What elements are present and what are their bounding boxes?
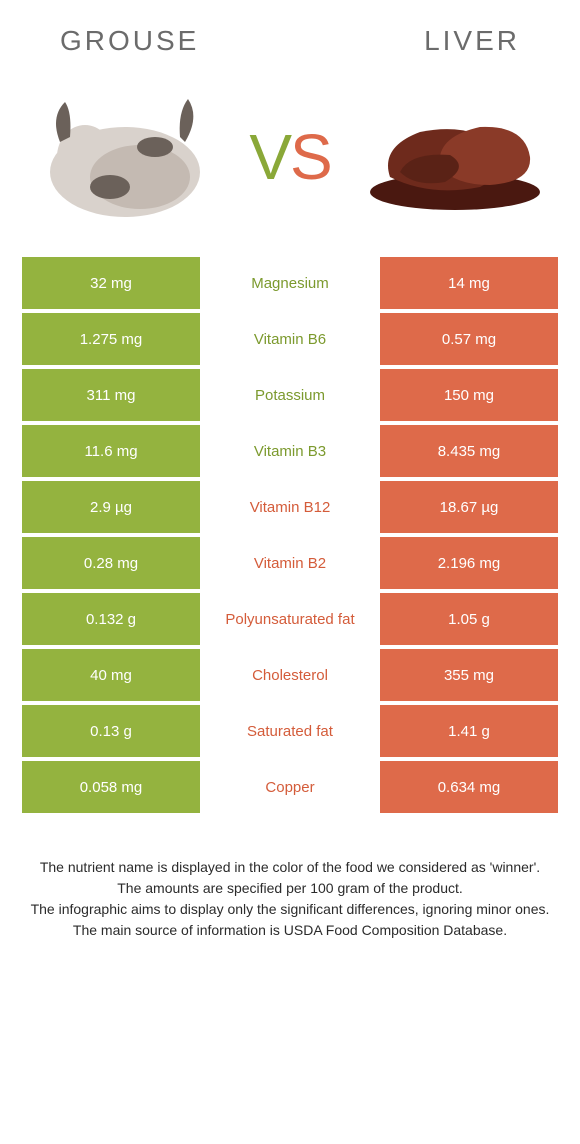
footer-notes: The nutrient name is displayed in the co…	[0, 817, 580, 941]
value-left: 311 mg	[22, 369, 200, 421]
nutrient-name: Vitamin B2	[200, 537, 380, 589]
value-right: 1.05 g	[380, 593, 558, 645]
value-left: 0.13 g	[22, 705, 200, 757]
value-right: 1.41 g	[380, 705, 558, 757]
value-right: 18.67 µg	[380, 481, 558, 533]
value-right: 0.57 mg	[380, 313, 558, 365]
footer-line-2: The amounts are specified per 100 gram o…	[30, 878, 550, 899]
nutrient-name: Polyunsaturated fat	[200, 593, 380, 645]
vs-v: V	[249, 121, 290, 193]
title-right: LIVER	[424, 25, 520, 57]
value-left: 0.132 g	[22, 593, 200, 645]
value-right: 0.634 mg	[380, 761, 558, 813]
value-right: 8.435 mg	[380, 425, 558, 477]
nutrient-name: Vitamin B12	[200, 481, 380, 533]
value-left: 0.28 mg	[22, 537, 200, 589]
value-left: 32 mg	[22, 257, 200, 309]
vs-s: S	[290, 121, 331, 193]
hero: VS	[0, 67, 580, 257]
vs-label: VS	[249, 120, 330, 194]
table-row: 32 mgMagnesium14 mg	[22, 257, 558, 313]
nutrient-name: Saturated fat	[200, 705, 380, 757]
title-left: GROUSE	[60, 25, 199, 57]
value-left: 2.9 µg	[22, 481, 200, 533]
nutrient-name: Magnesium	[200, 257, 380, 309]
footer-line-1: The nutrient name is displayed in the co…	[30, 857, 550, 878]
table-row: 0.132 gPolyunsaturated fat1.05 g	[22, 593, 558, 649]
value-right: 2.196 mg	[380, 537, 558, 589]
nutrient-name: Cholesterol	[200, 649, 380, 701]
table-row: 0.28 mgVitamin B22.196 mg	[22, 537, 558, 593]
footer-line-3: The infographic aims to display only the…	[30, 899, 550, 920]
value-left: 1.275 mg	[22, 313, 200, 365]
comparison-table: 32 mgMagnesium14 mg1.275 mgVitamin B60.5…	[0, 257, 580, 817]
value-right: 14 mg	[380, 257, 558, 309]
table-row: 2.9 µgVitamin B1218.67 µg	[22, 481, 558, 537]
table-row: 0.058 mgCopper0.634 mg	[22, 761, 558, 817]
table-row: 11.6 mgVitamin B38.435 mg	[22, 425, 558, 481]
nutrient-name: Copper	[200, 761, 380, 813]
nutrient-name: Vitamin B6	[200, 313, 380, 365]
table-row: 1.275 mgVitamin B60.57 mg	[22, 313, 558, 369]
footer-line-4: The main source of information is USDA F…	[30, 920, 550, 941]
header: GROUSE LIVER	[0, 0, 580, 67]
value-left: 40 mg	[22, 649, 200, 701]
value-right: 355 mg	[380, 649, 558, 701]
nutrient-name: Potassium	[200, 369, 380, 421]
value-right: 150 mg	[380, 369, 558, 421]
nutrient-name: Vitamin B3	[200, 425, 380, 477]
table-row: 311 mgPotassium150 mg	[22, 369, 558, 425]
liver-image	[360, 87, 550, 227]
grouse-image	[30, 87, 220, 227]
value-left: 0.058 mg	[22, 761, 200, 813]
table-row: 40 mgCholesterol355 mg	[22, 649, 558, 705]
table-row: 0.13 gSaturated fat1.41 g	[22, 705, 558, 761]
value-left: 11.6 mg	[22, 425, 200, 477]
